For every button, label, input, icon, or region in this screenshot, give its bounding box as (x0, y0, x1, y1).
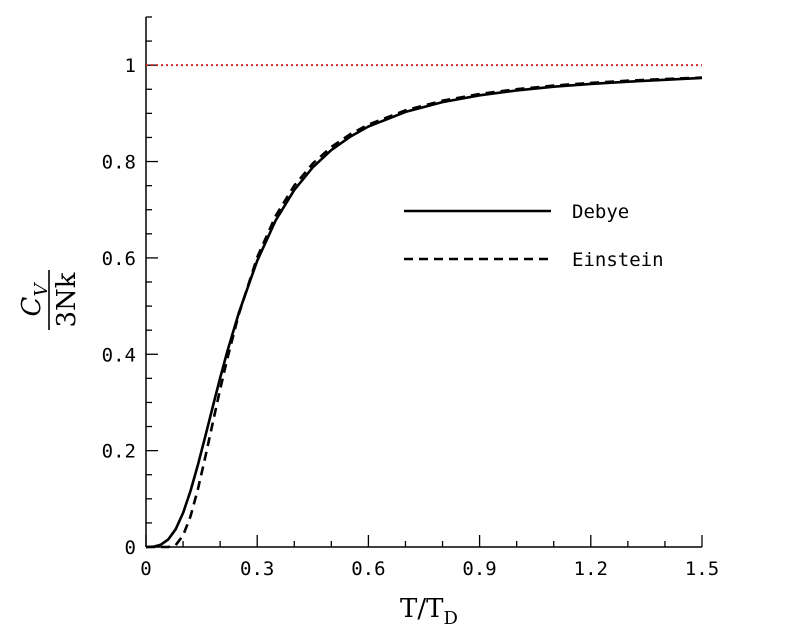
y-axis-label-denominator: 3Nk (52, 272, 82, 327)
x-axis-label: T/TD (400, 594, 458, 629)
tick-labels: 0 0.2 0.4 0.6 0.8 1 0 0.3 0.6 0.9 1.2 1.5 (102, 55, 719, 580)
y-tick-label: 0.8 (102, 152, 136, 174)
x-tick-label: 0 (140, 558, 151, 580)
y-tick-label: 0 (125, 537, 136, 559)
legend-label-einstein: Einstein (572, 249, 664, 271)
axes (145, 17, 702, 548)
y-axis-label: CV 3Nk (17, 270, 82, 330)
series-line-einstein (146, 76, 703, 549)
y-tick-label: 0.2 (102, 441, 136, 463)
y-tick-label: 0.4 (102, 344, 136, 366)
x-axis-label-sub: D (443, 608, 457, 629)
x-tick-label: 1.5 (685, 558, 719, 580)
y-tick-label: 1 (125, 55, 136, 77)
series-group (145, 76, 703, 549)
x-tick-label: 0.9 (462, 558, 496, 580)
series-line-debye (145, 76, 703, 549)
y-axis-label-num-sub: V (31, 282, 52, 297)
y-tick-label: 0.6 (102, 248, 136, 270)
x-tick-label: 1.2 (574, 558, 608, 580)
legend-label-debye: Debye (572, 201, 629, 223)
ticks (145, 16, 703, 548)
y-axis-label-num-main: C (17, 296, 47, 316)
x-tick-label: 0.3 (240, 558, 274, 580)
x-tick-label: 0.6 (351, 558, 385, 580)
y-axis-label-numerator: CV (17, 282, 52, 317)
x-axis-label-main: T/T (400, 594, 444, 624)
legend: Debye Einstein (404, 201, 664, 271)
